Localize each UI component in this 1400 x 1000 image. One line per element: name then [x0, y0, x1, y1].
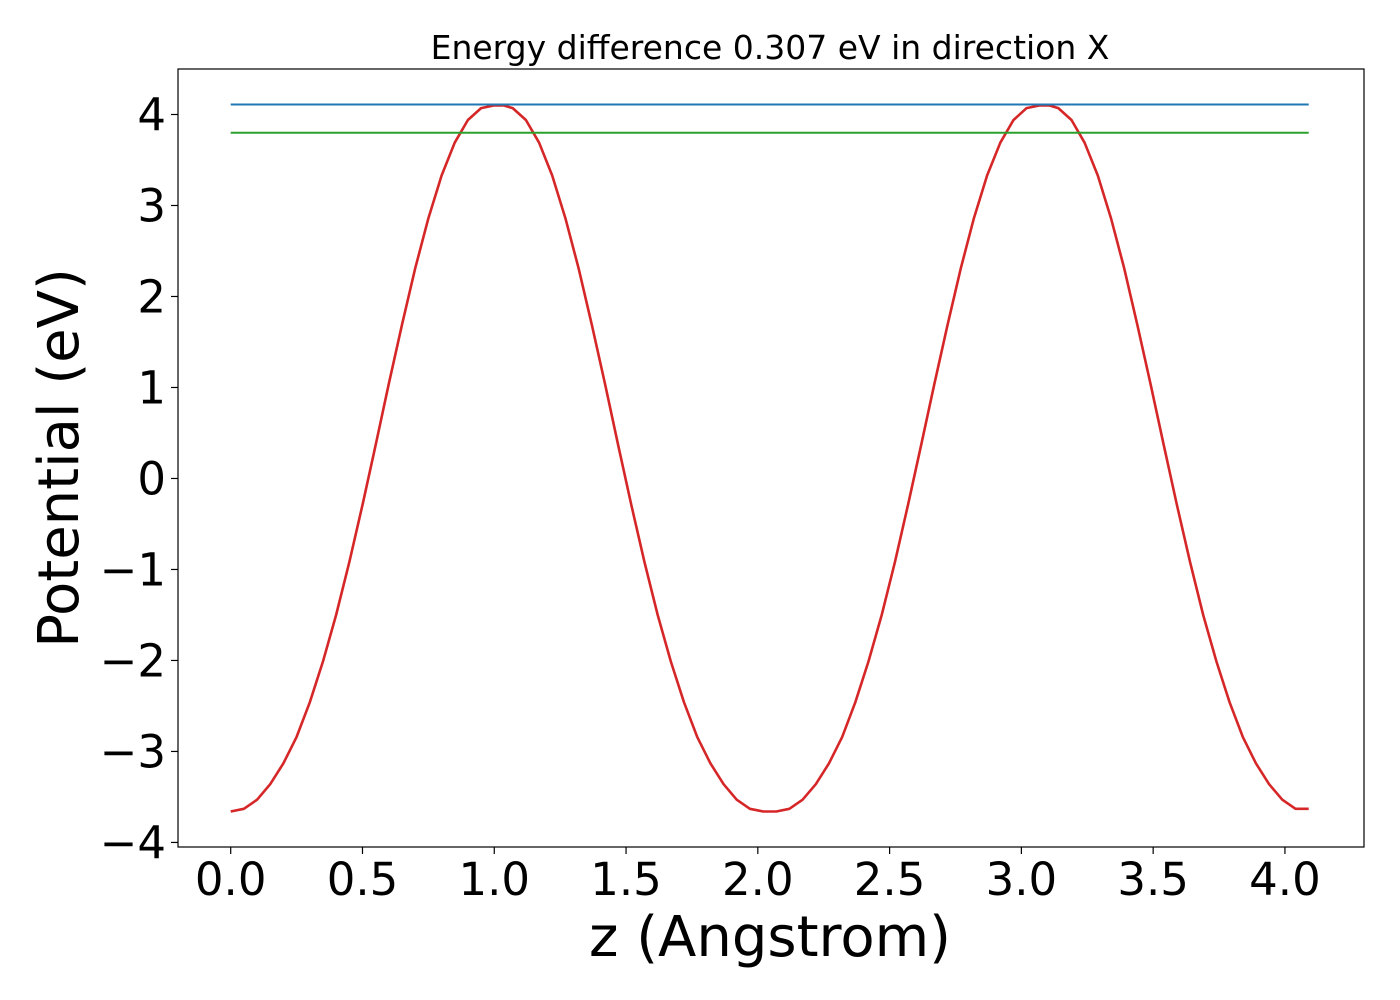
plot-frame — [177, 68, 1365, 848]
y-tick-label: 4 — [137, 88, 166, 141]
x-tick-label: 3.5 — [1117, 853, 1189, 906]
series-layer — [230, 103, 1309, 813]
plot-area — [177, 68, 1365, 848]
x-tick-label: 3.0 — [986, 853, 1058, 906]
x-tick-label: 0.5 — [327, 853, 399, 906]
x-axis-label: z (Angstrom) — [589, 905, 951, 970]
x-tick-label: 1.5 — [590, 853, 662, 906]
series-line-0 — [230, 104, 1309, 813]
y-tick-label: 0 — [137, 452, 166, 505]
y-tick-label: −4 — [100, 816, 166, 869]
y-tick-label: 2 — [137, 270, 166, 323]
y-tick-label: −1 — [100, 543, 166, 596]
y-tick-label: −2 — [100, 634, 166, 687]
chart-title: Energy difference 0.307 eV in direction … — [431, 28, 1110, 67]
x-tick-label: 4.0 — [1249, 853, 1321, 906]
x-tick-label: 0.0 — [195, 853, 267, 906]
y-tick-label: −3 — [100, 725, 166, 778]
y-tick-label: 1 — [137, 361, 166, 414]
y-axis-label: Potential (eV) — [27, 268, 92, 648]
x-tick-label: 1.0 — [458, 853, 530, 906]
x-axis-ticks: 0.0 0.5 1.0 1.5 2.0 2.5 3.0 3.5 4.0 — [195, 847, 1321, 906]
x-tick-label: 2.5 — [854, 853, 926, 906]
x-tick-label: 2.0 — [722, 853, 794, 906]
y-tick-label: 3 — [137, 179, 166, 232]
y-axis-ticks: −4 −3 −2 −1 0 1 2 3 4 — [100, 88, 178, 869]
